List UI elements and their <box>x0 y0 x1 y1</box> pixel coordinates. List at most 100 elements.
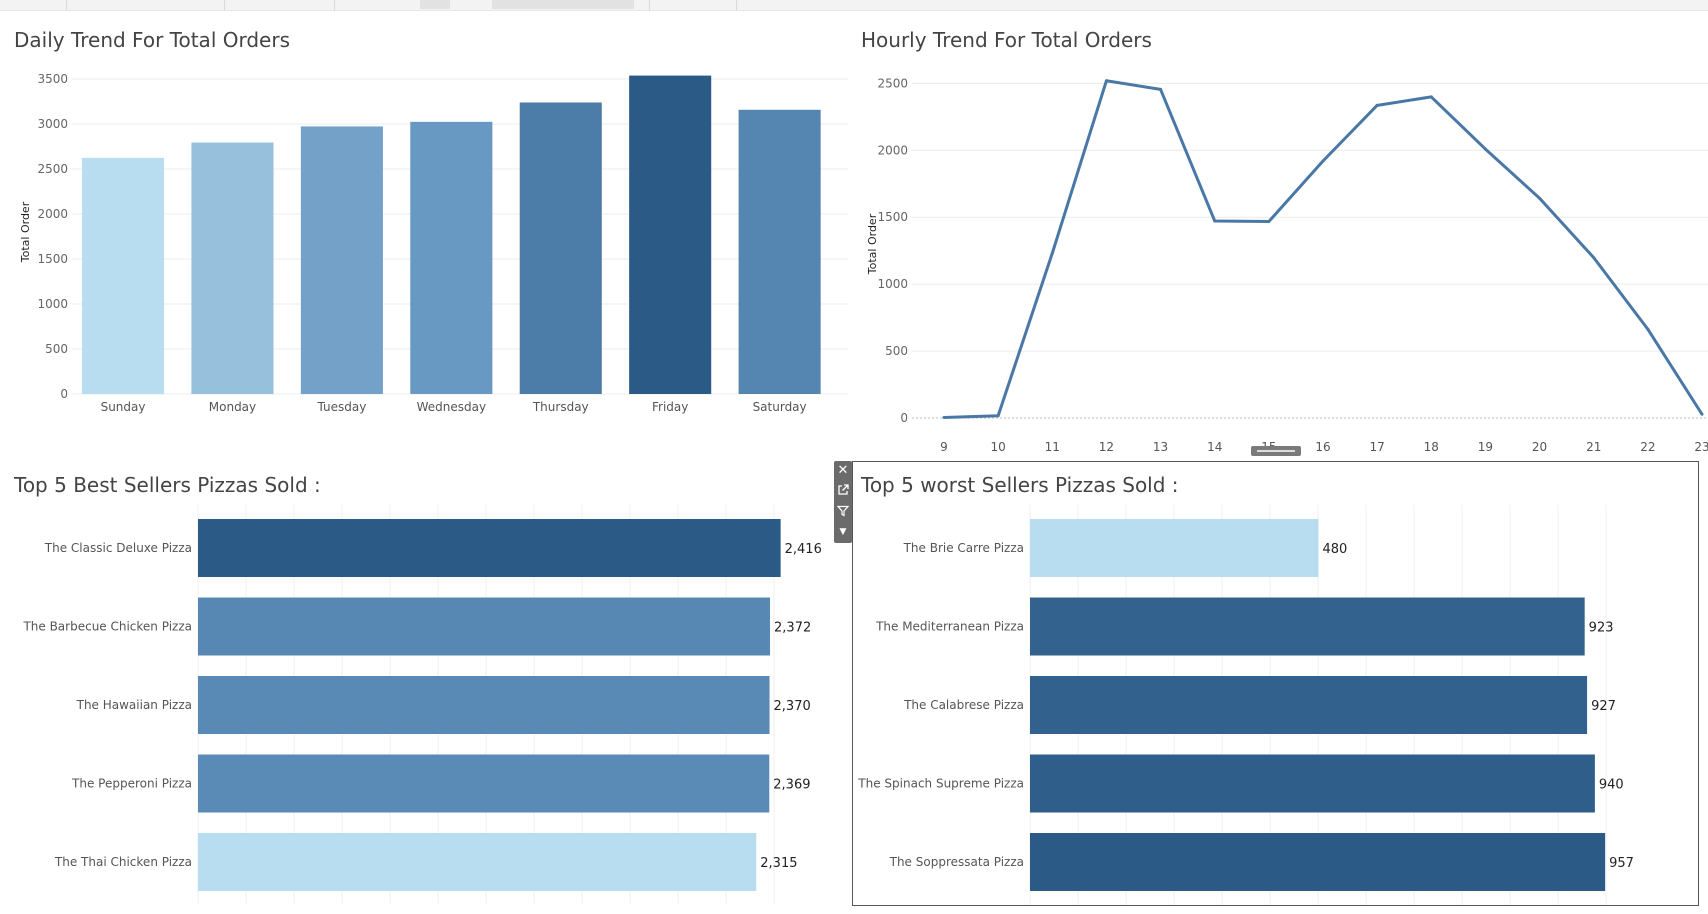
data-point <box>1050 251 1054 255</box>
bar-monday <box>191 142 274 394</box>
y-tick-label: 500 <box>885 344 908 358</box>
x-tick-label: Thursday <box>532 400 589 414</box>
toolbar-divider <box>736 0 737 10</box>
bar-sunday <box>82 157 165 394</box>
x-tick-label: 17 <box>1370 440 1385 454</box>
x-tick-label: Wednesday <box>417 400 486 414</box>
pop-out-icon[interactable] <box>834 480 852 500</box>
data-point <box>996 414 1000 418</box>
hourly-chart-title: Hourly Trend For Total Orders <box>861 28 1152 52</box>
bar-the-pepperoni-pizza <box>198 754 770 813</box>
bar-the-classic-deluxe-pizza <box>198 519 781 577</box>
category-label: The Hawaiian Pizza <box>76 698 192 712</box>
x-tick-label: 11 <box>1045 440 1060 454</box>
y-tick-label: 1500 <box>877 210 908 224</box>
y-axis-label: Total Order <box>866 213 879 275</box>
data-point <box>1321 159 1325 163</box>
data-point <box>1592 256 1596 260</box>
selected-sheet-frame[interactable] <box>852 461 1699 906</box>
bar-the-spinach-supreme-pizza <box>1030 754 1595 813</box>
data-point <box>1213 219 1217 223</box>
daily-trend-chart[interactable]: 0 500 1000 1500 2000 2500 3000 3500 Total Order S… <box>0 60 850 460</box>
x-tick-label: 18 <box>1424 440 1439 454</box>
x-tick-label: 22 <box>1640 440 1655 454</box>
x-tick-label: Saturday <box>753 400 807 414</box>
data-point <box>942 415 946 419</box>
data-label: 2,416 <box>785 542 822 557</box>
close-icon[interactable]: ✕ <box>837 463 849 478</box>
x-tick-label: 19 <box>1478 440 1493 454</box>
toolbar-handle[interactable] <box>420 0 450 9</box>
data-point <box>1429 95 1433 99</box>
bar-the-thai-chicken-pizza <box>198 833 757 891</box>
data-label: 923 <box>1589 621 1614 636</box>
y-tick-label: 2000 <box>877 143 908 157</box>
category-label: The Spinach Supreme Pizza <box>857 777 1024 791</box>
data-label: 940 <box>1599 778 1624 793</box>
bar-the-brie-carre-pizza <box>1030 519 1319 577</box>
data-point <box>1538 196 1542 200</box>
y-tick-label: 2000 <box>37 207 68 221</box>
y-tick-label: 1500 <box>37 252 68 266</box>
data-point <box>1483 147 1487 151</box>
x-tick-label: 21 <box>1586 440 1601 454</box>
category-label: The Barbecue Chicken Pizza <box>22 620 192 634</box>
data-label: 2,315 <box>760 856 797 871</box>
y-tick-label: 3500 <box>37 72 68 86</box>
y-tick-label: 1000 <box>37 297 68 311</box>
y-axis-label: Total Order <box>19 201 32 263</box>
hourly-trend-chart[interactable]: 0 500 1000 1500 2000 2500 Total Order 9 10 11 12 13… <box>850 60 1708 460</box>
bar-wednesday <box>410 121 493 394</box>
filter-icon[interactable] <box>834 501 852 521</box>
data-point <box>1700 412 1704 416</box>
resize-handle[interactable] <box>1251 446 1301 456</box>
data-label: 957 <box>1609 856 1634 871</box>
data-label: 480 <box>1322 542 1347 557</box>
bar-thursday <box>519 102 602 395</box>
category-label: The Pepperoni Pizza <box>71 777 192 791</box>
x-tick-label: 12 <box>1099 440 1114 454</box>
x-tick-label: 13 <box>1153 440 1168 454</box>
top-toolbar-strip <box>0 0 1708 11</box>
sheet-toolbar: ✕ ▼ <box>834 461 852 543</box>
data-point <box>1646 327 1650 331</box>
category-label: The Brie Carre Pizza <box>903 541 1024 555</box>
data-point <box>1375 103 1379 107</box>
toolbar-divider <box>649 0 650 10</box>
x-tick-label: Monday <box>209 400 256 414</box>
x-tick-label: 10 <box>991 440 1006 454</box>
bar-the-calabrese-pizza <box>1030 676 1588 734</box>
bar-the-mediterranean-pizza <box>1030 597 1585 656</box>
category-label: The Mediterranean Pizza <box>875 620 1024 634</box>
bar-the-barbecue-chicken-pizza <box>198 597 771 656</box>
x-tick-label: 20 <box>1532 440 1547 454</box>
x-tick-label: 16 <box>1315 440 1330 454</box>
x-tick-label: 23 <box>1694 440 1708 454</box>
hourly-series-line <box>943 79 1704 419</box>
worst-sellers-chart[interactable]: The Brie Carre Pizza 480 The Mediterranean… <box>854 505 1697 905</box>
category-label: The Soppressata Pizza <box>889 855 1024 869</box>
y-tick-label: 1000 <box>877 277 908 291</box>
daily-chart-title: Daily Trend For Total Orders <box>14 28 290 52</box>
data-point <box>1267 220 1271 224</box>
y-tick-label: 2500 <box>37 162 68 176</box>
y-tick-label: 2500 <box>877 76 908 90</box>
toolbar-handle[interactable] <box>492 0 634 9</box>
x-tick-label: Friday <box>652 400 688 414</box>
toolbar-divider <box>224 0 225 10</box>
y-tick-label: 500 <box>45 342 68 356</box>
bar-friday <box>629 75 712 394</box>
data-label: 2,372 <box>774 621 811 636</box>
toolbar-divider <box>66 0 67 10</box>
best-sellers-chart[interactable]: The Classic Deluxe Pizza 2,416 The Barbecu… <box>0 505 830 910</box>
x-tick-label: 14 <box>1207 440 1222 454</box>
bar-the-soppressata-pizza <box>1030 833 1606 891</box>
data-label: 927 <box>1591 699 1616 714</box>
more-options-icon[interactable]: ▼ <box>839 527 847 537</box>
worst-sellers-title: Top 5 worst Sellers Pizzas Sold : <box>861 473 1179 497</box>
x-tick-label: Tuesday <box>316 400 366 414</box>
x-tick-label: 9 <box>940 440 948 454</box>
y-tick-label: 0 <box>60 387 68 401</box>
data-point <box>1159 87 1163 91</box>
data-label: 2,369 <box>773 778 810 793</box>
